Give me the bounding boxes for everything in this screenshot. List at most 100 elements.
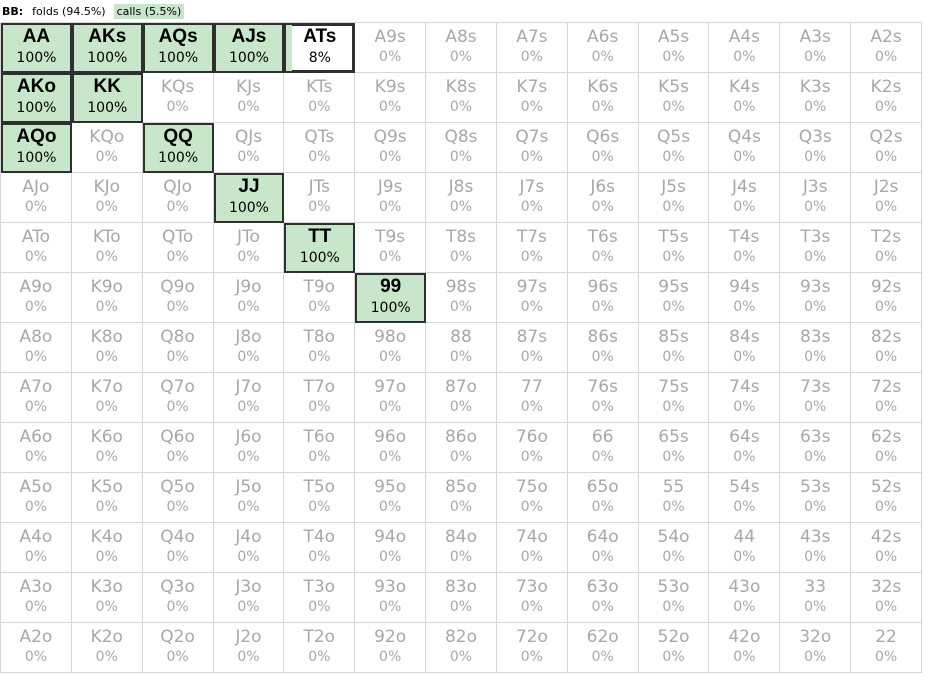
hand-cell[interactable]: JTo 0% — [213, 223, 285, 273]
hand-cell[interactable]: J7s 0% — [496, 173, 568, 223]
hand-cell[interactable]: 74o 0% — [496, 523, 568, 573]
hand-cell[interactable]: 73s 0% — [780, 373, 852, 423]
hand-cell[interactable]: J9s 0% — [355, 173, 427, 223]
hand-cell[interactable]: 66 0% — [567, 423, 639, 473]
hand-cell[interactable]: K3o 0% — [71, 573, 143, 623]
hand-cell[interactable]: KJo 0% — [71, 173, 143, 223]
hand-cell[interactable]: 86o 0% — [426, 423, 497, 473]
hand-cell[interactable]: J2o 0% — [213, 623, 285, 673]
hand-cell[interactable]: 75o 0% — [496, 473, 568, 523]
hand-cell[interactable]: J2s 0% — [851, 173, 922, 223]
hand-cell[interactable]: A2o 0% — [1, 623, 72, 673]
hand-cell[interactable]: 93s 0% — [780, 273, 852, 323]
hand-cell[interactable]: J3o 0% — [213, 573, 285, 623]
action-legend-folds[interactable]: folds (94.5%) — [32, 4, 106, 18]
hand-cell[interactable]: J6s 0% — [567, 173, 639, 223]
hand-cell[interactable]: 84s 0% — [709, 323, 781, 373]
hand-cell[interactable]: 98s 0% — [426, 273, 497, 323]
hand-cell[interactable]: J4s 0% — [709, 173, 781, 223]
hand-cell[interactable]: Q2s 0% — [851, 123, 922, 173]
hand-cell[interactable]: J9o 0% — [213, 273, 285, 323]
hand-cell[interactable]: 87o 0% — [426, 373, 497, 423]
action-legend-calls[interactable]: calls (5.5%) — [113, 3, 185, 19]
hand-cell[interactable]: 99 100% — [355, 273, 427, 323]
hand-cell[interactable]: T3o 0% — [284, 573, 356, 623]
hand-cell[interactable]: ATs 8% — [284, 23, 356, 73]
hand-cell[interactable]: Q9s 0% — [355, 123, 427, 173]
hand-cell[interactable]: A2s 0% — [851, 23, 922, 73]
hand-cell[interactable]: QQ 100% — [142, 123, 214, 173]
hand-cell[interactable]: T5s 0% — [638, 223, 710, 273]
hand-cell[interactable]: Q9o 0% — [142, 273, 214, 323]
hand-cell[interactable]: 75s 0% — [638, 373, 710, 423]
hand-cell[interactable]: 83s 0% — [780, 323, 852, 373]
hand-cell[interactable]: K4o 0% — [71, 523, 143, 573]
hand-cell[interactable]: 96s 0% — [567, 273, 639, 323]
hand-cell[interactable]: TT 100% — [284, 223, 356, 273]
hand-cell[interactable]: A6o 0% — [1, 423, 72, 473]
hand-cell[interactable]: 53o 0% — [638, 573, 710, 623]
hand-cell[interactable]: 97s 0% — [496, 273, 568, 323]
hand-cell[interactable]: 84o 0% — [426, 523, 497, 573]
hand-cell[interactable]: 86s 0% — [567, 323, 639, 373]
hand-cell[interactable]: KJs 0% — [213, 73, 285, 123]
hand-cell[interactable]: 85s 0% — [638, 323, 710, 373]
hand-cell[interactable]: J3s 0% — [780, 173, 852, 223]
hand-cell[interactable]: A5o 0% — [1, 473, 72, 523]
hand-cell[interactable]: Q6s 0% — [567, 123, 639, 173]
hand-cell[interactable]: T2s 0% — [851, 223, 922, 273]
hand-cell[interactable]: 53s 0% — [780, 473, 852, 523]
hand-cell[interactable]: Q8o 0% — [142, 323, 214, 373]
hand-cell[interactable]: 33 0% — [780, 573, 852, 623]
hand-cell[interactable]: T7o 0% — [284, 373, 356, 423]
hand-cell[interactable]: A9s 0% — [355, 23, 427, 73]
hand-cell[interactable]: Q4o 0% — [142, 523, 214, 573]
hand-cell[interactable]: AA 100% — [1, 23, 72, 73]
hand-cell[interactable]: KK 100% — [71, 73, 143, 123]
hand-cell[interactable]: K7s 0% — [496, 73, 568, 123]
hand-cell[interactable]: A5s 0% — [638, 23, 710, 73]
hand-cell[interactable]: J5o 0% — [213, 473, 285, 523]
hand-cell[interactable]: T8s 0% — [426, 223, 497, 273]
hand-cell[interactable]: A9o 0% — [1, 273, 72, 323]
hand-cell[interactable]: 95o 0% — [355, 473, 427, 523]
hand-cell[interactable]: 65o 0% — [567, 473, 639, 523]
hand-cell[interactable]: 77 0% — [496, 373, 568, 423]
hand-cell[interactable]: 42s 0% — [851, 523, 922, 573]
hand-cell[interactable]: 87s 0% — [496, 323, 568, 373]
hand-cell[interactable]: K5s 0% — [638, 73, 710, 123]
hand-cell[interactable]: KTs 0% — [284, 73, 356, 123]
hand-cell[interactable]: 94o 0% — [355, 523, 427, 573]
hand-cell[interactable]: A8o 0% — [1, 323, 72, 373]
hand-cell[interactable]: J5s 0% — [638, 173, 710, 223]
hand-cell[interactable]: KQo 0% — [71, 123, 143, 173]
hand-cell[interactable]: 83o 0% — [426, 573, 497, 623]
hand-cell[interactable]: 55 0% — [638, 473, 710, 523]
hand-cell[interactable]: JTs 0% — [284, 173, 356, 223]
hand-cell[interactable]: 54s 0% — [709, 473, 781, 523]
hand-cell[interactable]: 76s 0% — [567, 373, 639, 423]
hand-cell[interactable]: Q7o 0% — [142, 373, 214, 423]
hand-cell[interactable]: K3s 0% — [780, 73, 852, 123]
hand-cell[interactable]: Q5o 0% — [142, 473, 214, 523]
hand-cell[interactable]: 22 0% — [851, 623, 922, 673]
hand-cell[interactable]: K4s 0% — [709, 73, 781, 123]
hand-cell[interactable]: K9s 0% — [355, 73, 427, 123]
hand-cell[interactable]: 65s 0% — [638, 423, 710, 473]
hand-cell[interactable]: KTo 0% — [71, 223, 143, 273]
hand-cell[interactable]: T6s 0% — [567, 223, 639, 273]
hand-cell[interactable]: A7s 0% — [496, 23, 568, 73]
hand-cell[interactable]: Q6o 0% — [142, 423, 214, 473]
hand-cell[interactable]: 82o 0% — [426, 623, 497, 673]
hand-cell[interactable]: T8o 0% — [284, 323, 356, 373]
hand-cell[interactable]: J8o 0% — [213, 323, 285, 373]
hand-cell[interactable]: T3s 0% — [780, 223, 852, 273]
hand-cell[interactable]: 95s 0% — [638, 273, 710, 323]
hand-cell[interactable]: 64o 0% — [567, 523, 639, 573]
hand-cell[interactable]: 52s 0% — [851, 473, 922, 523]
hand-cell[interactable]: 72s 0% — [851, 373, 922, 423]
hand-cell[interactable]: 62s 0% — [851, 423, 922, 473]
hand-cell[interactable]: 98o 0% — [355, 323, 427, 373]
hand-cell[interactable]: T9s 0% — [355, 223, 427, 273]
hand-cell[interactable]: AQo 100% — [1, 123, 72, 173]
